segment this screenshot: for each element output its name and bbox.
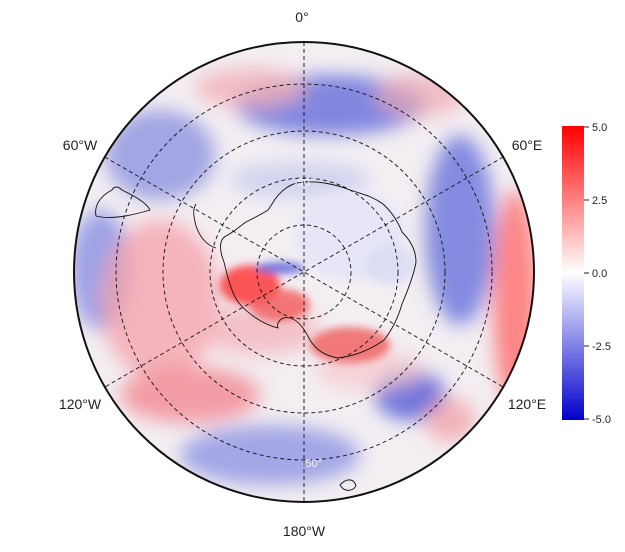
- peninsula-coast: [193, 203, 217, 249]
- map-boundary: [73, 41, 535, 503]
- lon-label-180w: 180°W: [283, 523, 326, 539]
- anomaly-field: [74, 42, 534, 502]
- colorbar-ticks: [584, 126, 589, 420]
- colorbar-tick-label: 0.0: [592, 268, 607, 280]
- island-bottom: [339, 479, 357, 491]
- colorbar-gradient: [562, 126, 584, 420]
- lon-label-60w: 60°W: [63, 137, 98, 153]
- lat-label-upper: -50°: [294, 177, 314, 189]
- colorbar-tick-label: -5.0: [592, 414, 611, 426]
- colorbar-tick-label: 5.0: [592, 122, 607, 134]
- antarctica-coast: [220, 181, 417, 359]
- lon-label-120w: 120°W: [59, 396, 102, 412]
- colorbar: 5.0 2.5 0.0 -2.5 -5.0: [562, 122, 611, 426]
- lon-label-120e: 120°E: [508, 396, 546, 412]
- lat-circle-60: [162, 130, 446, 414]
- lon-label-0: 0°: [295, 9, 308, 25]
- graticule: [104, 42, 504, 502]
- lon-label-60e: 60°E: [512, 137, 543, 153]
- lat-circle-80: [256, 224, 352, 320]
- colorbar-tick-label: 2.5: [592, 195, 607, 207]
- south-america-tip: [95, 186, 151, 219]
- coastline: [95, 181, 417, 491]
- lat-label-lower: -50°: [302, 458, 322, 470]
- colorbar-tick-label: -2.5: [592, 341, 611, 353]
